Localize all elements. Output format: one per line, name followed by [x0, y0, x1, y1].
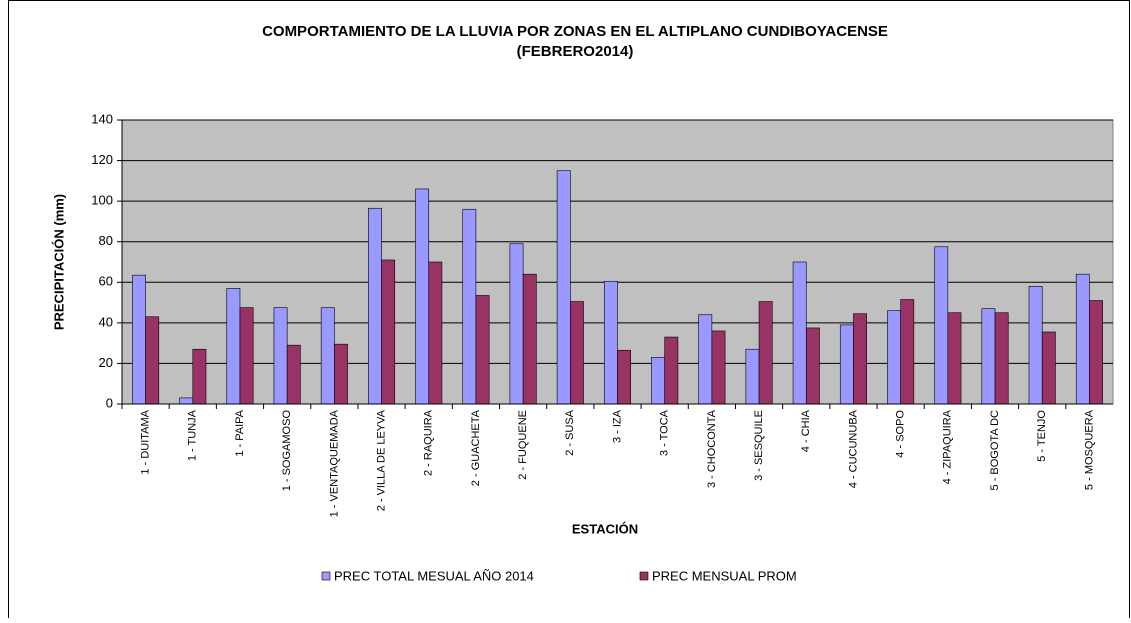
bar	[745, 348, 760, 405]
x-tick-label: 2 - FUQUENE	[517, 410, 529, 480]
y-tick-label: 80	[99, 233, 113, 248]
y-tick-label: 0	[106, 395, 113, 410]
bar	[853, 313, 867, 405]
bar	[1075, 273, 1090, 405]
bar	[792, 261, 807, 405]
bar	[1089, 300, 1103, 405]
x-tick-label: 3 - IZA	[611, 409, 623, 443]
bar	[651, 357, 665, 405]
x-tick-label: 4 - ZIPAQUIRA	[942, 409, 954, 484]
bar	[900, 299, 915, 405]
bar	[617, 349, 632, 405]
y-tick-label: 60	[99, 274, 113, 289]
legend-label: PREC MENSUAL PROM	[652, 568, 797, 583]
x-tick-label: 4 - CUCUNUBA	[847, 409, 859, 488]
x-tick-label: 4 - CHIA	[800, 409, 812, 452]
bar	[805, 327, 820, 405]
x-tick-label: 2 - GUACHETA	[470, 409, 482, 486]
bar	[698, 314, 713, 405]
y-tick-label: 120	[91, 152, 113, 167]
bar	[239, 307, 254, 405]
x-tick-label: 1 - SOGAMOSO	[281, 410, 293, 492]
bar	[145, 316, 160, 405]
bar	[462, 208, 477, 405]
bar	[273, 307, 288, 405]
x-tick-label: 1 - TUNJA	[187, 409, 199, 461]
x-tick-label: 5 - BOGOTA DC	[989, 410, 1001, 491]
y-tick-label: 100	[91, 193, 113, 208]
x-tick-label: 3 - SESQUILE	[753, 410, 765, 481]
bar	[839, 324, 854, 405]
bar	[192, 348, 207, 405]
x-axis-label: ESTACIÓN	[572, 521, 638, 536]
bar	[381, 259, 396, 405]
bar	[664, 336, 679, 405]
legend-swatch	[639, 571, 649, 581]
bar	[428, 261, 443, 405]
chart-title: COMPORTAMIENTO DE LA LLUVIA POR ZONAS EN…	[262, 23, 888, 40]
x-tick-label: 5 - MOSQUERA	[1083, 409, 1095, 490]
bar	[887, 310, 901, 405]
x-tick-label: 5 - TENJO	[1036, 410, 1048, 462]
bar	[934, 246, 949, 405]
bar	[994, 312, 1009, 405]
y-tick-label: 140	[91, 111, 113, 126]
bar	[1028, 286, 1043, 405]
x-tick-label: 3 - CHOCONTA	[706, 409, 718, 488]
bar	[320, 307, 335, 405]
x-tick-label: 2 - RAQUIRA	[423, 409, 435, 476]
bar	[981, 308, 996, 405]
x-tick-label: 3 - TOCA	[659, 409, 671, 456]
bar	[570, 301, 584, 405]
bar	[758, 301, 773, 405]
bar	[226, 288, 241, 405]
x-tick-label: 1 - VENTAQUEMADA	[328, 409, 340, 517]
bar	[368, 207, 382, 405]
y-axis-label: PRECIPITACIÓN (mm)	[51, 194, 66, 330]
bar	[475, 295, 490, 405]
bar	[603, 280, 618, 405]
chart-subtitle: (FEBRERO2014)	[517, 43, 634, 60]
bar	[179, 397, 194, 405]
bar	[415, 188, 430, 405]
bar	[711, 330, 726, 405]
x-tick-label: 4 - SOPO	[895, 410, 907, 458]
bar	[334, 343, 348, 405]
legend-swatch	[321, 571, 331, 581]
y-tick-label: 40	[99, 314, 113, 329]
x-tick-label: 1 - DUITAMA	[140, 409, 152, 474]
bar	[132, 274, 146, 405]
x-tick-label: 2 - VILLA DE LEYVA	[375, 409, 387, 511]
bar	[286, 344, 301, 405]
bar	[509, 243, 524, 405]
bar	[947, 312, 962, 405]
chart-frame	[8, 0, 1130, 623]
x-tick-label: 1 - PAIPA	[234, 409, 246, 456]
bar	[556, 170, 571, 405]
x-tick-label: 2 - SUSA	[564, 409, 576, 456]
bar	[1041, 331, 1056, 405]
bar	[522, 273, 537, 405]
y-tick-label: 20	[99, 355, 113, 370]
legend-label: PREC TOTAL MESUAL AÑO 2014	[334, 568, 534, 583]
